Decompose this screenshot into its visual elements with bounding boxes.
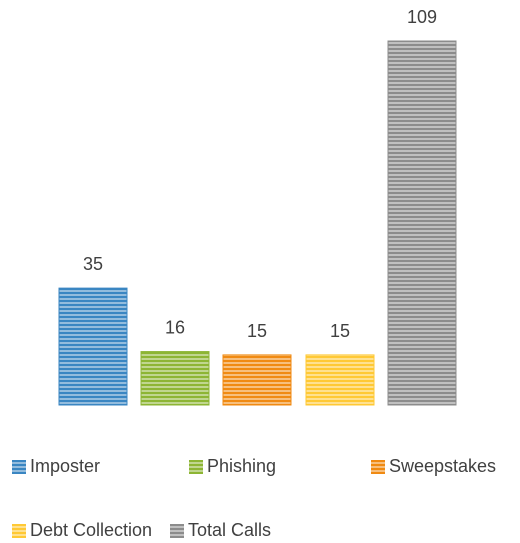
data-label-sweepstakes: 15 xyxy=(247,321,267,341)
bar-phishing xyxy=(140,351,210,406)
bar-imposter xyxy=(58,287,128,406)
bar-total-calls xyxy=(387,40,457,406)
bars-group xyxy=(58,40,457,406)
data-labels-group: 35 16 15 15 109 xyxy=(83,7,437,341)
data-label-imposter: 35 xyxy=(83,254,103,274)
data-label-phishing: 16 xyxy=(165,318,185,338)
data-label-total-calls: 109 xyxy=(407,7,437,27)
bar-sweepstakes xyxy=(222,354,292,406)
data-label-debt-collection: 15 xyxy=(330,321,350,341)
bar-debt-collection xyxy=(305,354,375,406)
